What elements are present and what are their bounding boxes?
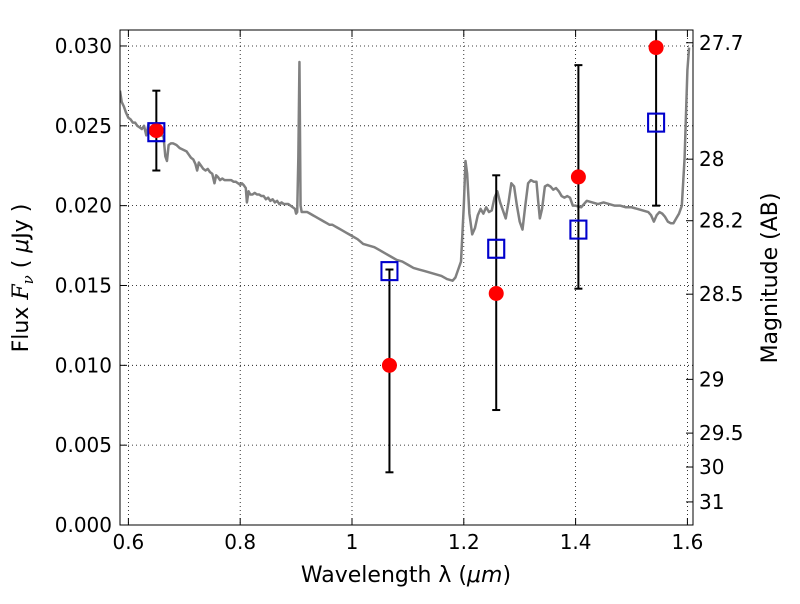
x-axis-label-unit: μm bbox=[466, 563, 502, 588]
y-axis-label: Flux Fν ( μJy ) bbox=[9, 204, 37, 353]
x-tick-label: 0.6 bbox=[112, 530, 144, 554]
y2-tick-label: 29 bbox=[699, 367, 724, 391]
x-axis-label-suffix: ) bbox=[502, 563, 511, 588]
plot-frame bbox=[119, 29, 694, 526]
x-tick-label: 1.6 bbox=[672, 530, 704, 554]
y-axis-label-open: ( bbox=[9, 253, 34, 276]
y2-tick-label: 29.5 bbox=[699, 421, 744, 445]
synthetic-square-overlay bbox=[487, 238, 506, 259]
spectrum-layer bbox=[120, 47, 691, 282]
synthetic-square-overlay bbox=[380, 261, 399, 282]
observed-point bbox=[648, 40, 664, 56]
plot-area bbox=[120, 30, 691, 474]
observed-point bbox=[570, 169, 586, 185]
y2-tick-label: 30 bbox=[699, 455, 724, 479]
y-axis-label-symbol: F bbox=[9, 284, 34, 301]
y2-tick-label: 31 bbox=[699, 490, 724, 514]
y-tick-label: 0.010 bbox=[55, 353, 112, 377]
y-axis-label-close: Jy ) bbox=[9, 204, 34, 241]
y-axis-label-prefix: Flux bbox=[9, 300, 34, 353]
y-tick-label: 0.020 bbox=[55, 194, 112, 218]
synthetic-square-overlay bbox=[147, 122, 166, 143]
observed-point bbox=[488, 285, 504, 301]
y2-tick-label: 28.5 bbox=[699, 282, 744, 306]
observed-point bbox=[148, 123, 164, 139]
y-axis-label-mu: μ bbox=[9, 239, 34, 254]
y2-tick-label: 28 bbox=[699, 147, 724, 171]
spectrum-line bbox=[120, 47, 691, 282]
x-axis-label-prefix: Wavelength λ ( bbox=[301, 563, 467, 588]
y-axis-right: 27.7 28 28.2 28.5 29 29.5 30 31 bbox=[686, 31, 744, 514]
y-tick-label: 0.015 bbox=[55, 273, 112, 297]
x-tick-label: 1 bbox=[346, 530, 359, 554]
y2-axis-label: Magnitude (AB) bbox=[758, 193, 783, 364]
synthetic-square-overlay bbox=[647, 112, 666, 133]
grid bbox=[120, 30, 693, 526]
synthetic-square-overlay bbox=[569, 219, 588, 240]
marker-layer bbox=[147, 40, 666, 373]
x-tick-label: 1.4 bbox=[560, 530, 592, 554]
observed-point bbox=[381, 357, 397, 373]
y-axis-left: 0.000 0.005 0.010 0.015 0.020 0.025 0.030 bbox=[55, 34, 127, 537]
y-tick-label: 0.030 bbox=[55, 34, 112, 58]
y-axis-label-subscript: ν bbox=[19, 275, 37, 284]
x-axis: 0.6 0.8 1 1.2 1.4 1.6 bbox=[112, 30, 703, 554]
y-tick-label: 0.000 bbox=[55, 513, 112, 537]
y-tick-label: 0.005 bbox=[55, 433, 112, 457]
x-axis-label: Wavelength λ (μm) bbox=[301, 563, 511, 588]
y2-tick-label: 28.2 bbox=[699, 209, 744, 233]
y2-tick-label: 27.7 bbox=[699, 31, 744, 55]
y-tick-label: 0.025 bbox=[55, 114, 112, 138]
x-tick-label: 1.2 bbox=[448, 530, 480, 554]
x-tick-label: 0.8 bbox=[224, 530, 256, 554]
